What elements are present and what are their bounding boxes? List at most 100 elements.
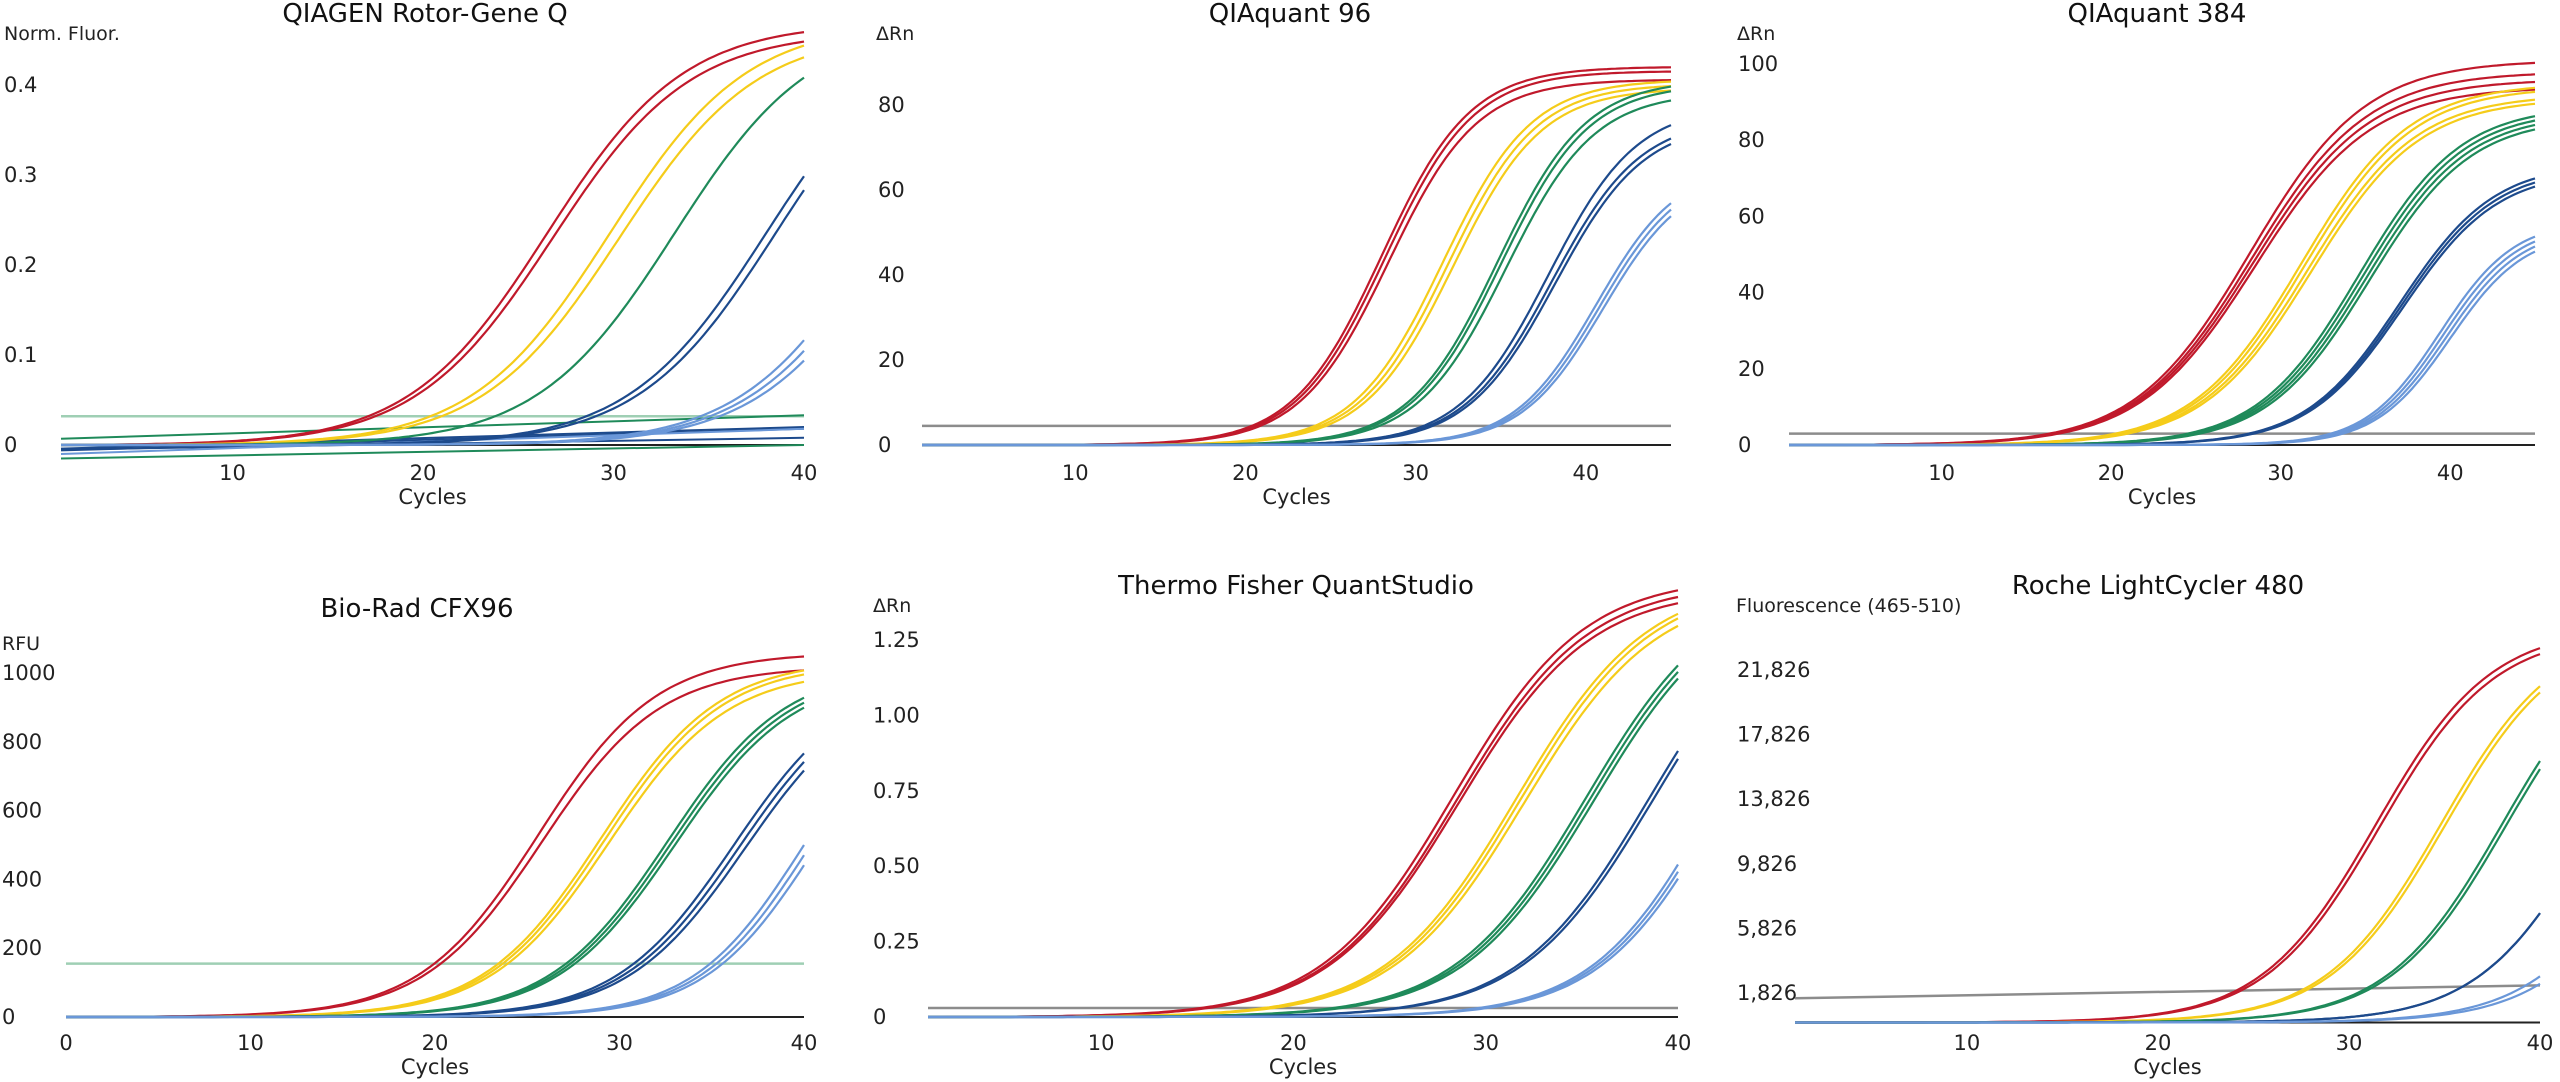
- y-tick-label: 13,826: [1737, 787, 1810, 811]
- y-tick-label: 1.25: [873, 628, 920, 652]
- x-tick-label: 20: [1232, 461, 1259, 485]
- amplification-curve: [61, 76, 805, 447]
- amplification-curve: [1795, 653, 2541, 1024]
- y-tick-label: 9,826: [1737, 852, 1797, 876]
- series-red: [928, 589, 1679, 1019]
- series-lightblue: [66, 844, 805, 1019]
- y-tick-label: 0: [878, 433, 891, 457]
- y-tick-label: 0.75: [873, 779, 920, 803]
- x-tick-label: 30: [2336, 1031, 2363, 1055]
- y-tick-label: 100: [1738, 52, 1778, 76]
- x-tick-label: 30: [600, 461, 627, 485]
- x-axis-label: Cycles: [398, 485, 466, 509]
- amplification-curve: [922, 79, 1672, 447]
- threshold-line: [1794, 984, 2541, 1000]
- amplification-curve: [1789, 119, 2536, 447]
- amplification-curve: [1789, 240, 2536, 447]
- chart-qiaquant96: QIAquant 96 ΔRn 0 20 40 60 80 10 20 30 40 Cycles: [876, 0, 1672, 509]
- amplification-curve: [1789, 185, 2536, 447]
- x-tick-label: 40: [1573, 461, 1600, 485]
- series-lightblue: [61, 339, 805, 447]
- amplification-curve: [61, 189, 805, 447]
- amplification-curve: [928, 877, 1679, 1019]
- y-tick-label: 80: [878, 93, 905, 117]
- x-axis-label: Cycles: [401, 1055, 469, 1079]
- y-tick-label: 20: [878, 348, 905, 372]
- series-lightblue: [928, 863, 1679, 1019]
- x-tick-label: 30: [1402, 461, 1429, 485]
- series-red: [1789, 61, 2536, 447]
- amplification-curve: [1795, 912, 2541, 1024]
- chart-title: QIAquant 384: [2068, 0, 2247, 29]
- series-navy: [66, 752, 805, 1019]
- series-lightblue: [1795, 975, 2541, 1024]
- amplification-curve: [922, 85, 1672, 447]
- series-green: [922, 85, 1672, 447]
- y-tick-label: 40: [878, 263, 905, 287]
- amplification-curve: [1789, 245, 2536, 447]
- x-tick-label: 20: [410, 461, 437, 485]
- chart-title: QIAGEN Rotor-Gene Q: [282, 0, 567, 29]
- series-green: [61, 76, 805, 447]
- y-tick-label: 40: [1738, 281, 1765, 305]
- y-tick-label: 0.1: [4, 343, 37, 367]
- y-tick-label: 1.00: [873, 703, 920, 727]
- x-tick-label: 10: [1088, 1031, 1115, 1055]
- y-tick-label: 0: [873, 1005, 886, 1029]
- y-tick-label: 21,826: [1737, 658, 1810, 682]
- x-tick-label: 10: [1954, 1031, 1981, 1055]
- x-tick-label: 10: [237, 1031, 264, 1055]
- amplification-curve: [66, 701, 805, 1019]
- amplification-curve: [1789, 123, 2536, 447]
- chart-title: QIAquant 96: [1209, 0, 1371, 29]
- x-axis-label: Cycles: [1269, 1055, 1337, 1079]
- amplification-curve: [1795, 691, 2541, 1024]
- y-tick-label: 20: [1738, 357, 1765, 381]
- y-axis-label: ΔRn: [873, 595, 911, 617]
- series-lightblue: [1789, 235, 2536, 447]
- amplification-curve: [928, 612, 1679, 1019]
- series-navy: [1795, 912, 2541, 1024]
- amplification-curve: [928, 863, 1679, 1019]
- amplification-curve: [928, 602, 1679, 1019]
- chart-rotorgene: QIAGEN Rotor-Gene Q Norm. Fluor. 0 0.1 0.2 0.…: [4, 0, 817, 509]
- series-navy: [61, 175, 805, 447]
- y-tick-label: 17,826: [1737, 723, 1810, 747]
- amplification-curve: [928, 871, 1679, 1019]
- amplification-curve: [61, 175, 805, 447]
- x-axis-label: Cycles: [1262, 485, 1330, 509]
- amplification-curve: [922, 85, 1672, 447]
- x-tick-label: 40: [1665, 1031, 1692, 1055]
- x-tick-label: 20: [1280, 1031, 1307, 1055]
- y-tick-label: 400: [2, 867, 42, 891]
- x-tick-label: 10: [1928, 461, 1955, 485]
- y-axis-label: Fluorescence (465-510): [1736, 595, 1961, 617]
- amplification-curve: [66, 673, 805, 1019]
- x-tick-label: 40: [2527, 1031, 2554, 1055]
- amplification-curve: [1789, 128, 2536, 447]
- chart-title: Thermo Fisher QuantStudio: [1117, 571, 1474, 601]
- y-tick-label: 600: [2, 799, 42, 823]
- series-yellow: [1789, 86, 2536, 447]
- x-tick-label: 30: [2267, 461, 2294, 485]
- amplification-curve: [922, 80, 1672, 447]
- y-tick-label: 80: [1738, 128, 1765, 152]
- amplification-curve: [922, 70, 1671, 447]
- amplification-curve: [922, 215, 1672, 447]
- x-tick-label: 40: [2437, 461, 2464, 485]
- x-tick-label: 30: [606, 1031, 633, 1055]
- y-tick-label: 0: [4, 433, 17, 457]
- amplification-curve: [1789, 177, 2536, 447]
- series-navy: [1789, 177, 2536, 447]
- amplification-curve: [1789, 98, 2536, 447]
- amplification-curve: [922, 202, 1672, 447]
- y-tick-label: 60: [1738, 204, 1765, 228]
- y-tick-label: 0: [1738, 433, 1751, 457]
- x-tick-label: 20: [422, 1031, 449, 1055]
- amplification-curve: [66, 854, 805, 1019]
- amplification-curve: [61, 359, 805, 447]
- y-tick-label: 0.4: [4, 73, 37, 97]
- y-axis-label: ΔRn: [876, 23, 914, 45]
- y-tick-label: 60: [878, 178, 905, 202]
